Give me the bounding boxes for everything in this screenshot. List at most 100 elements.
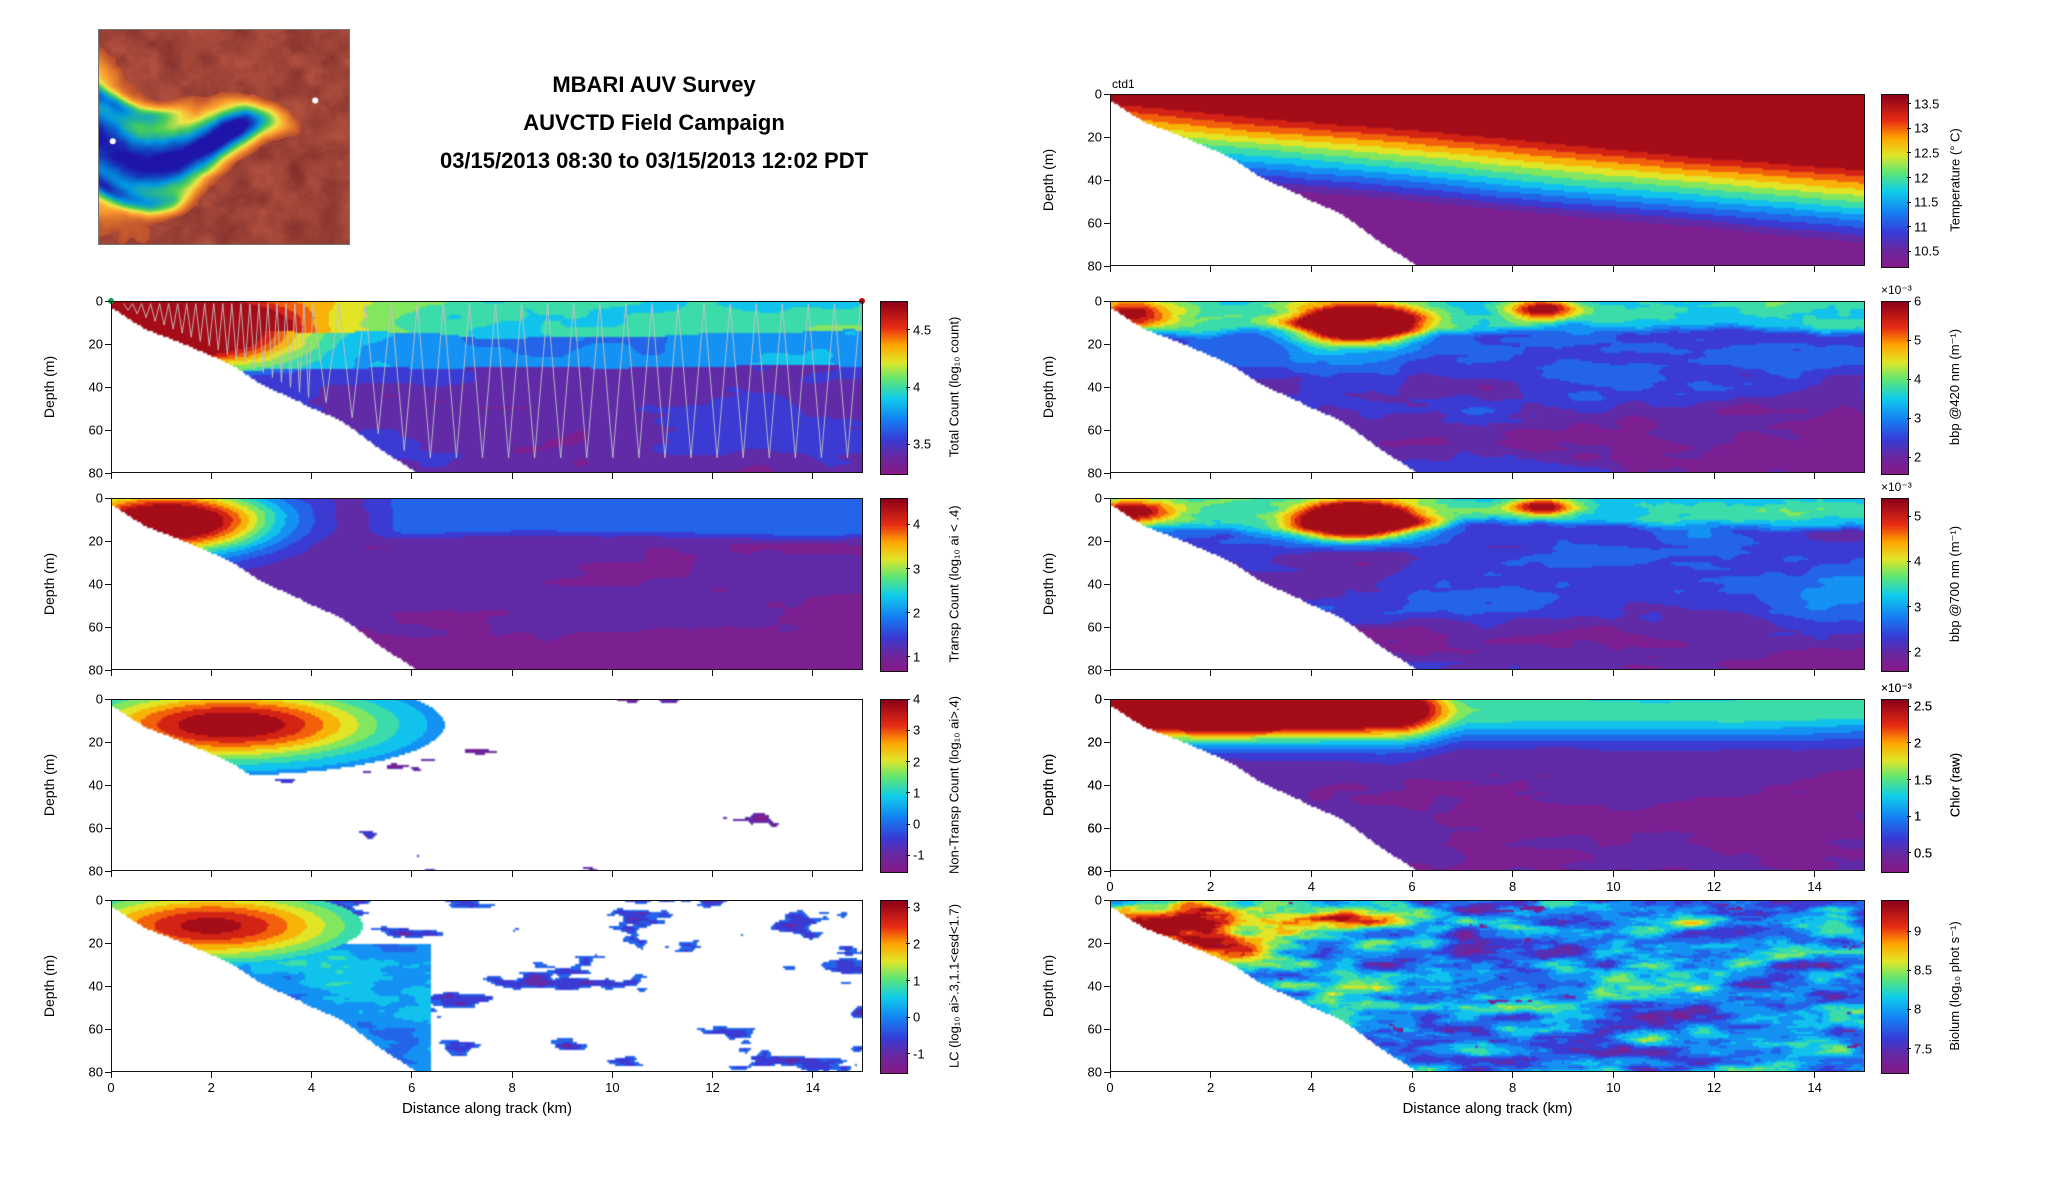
x-tick-mark <box>1512 1072 1514 1078</box>
x-tick-mark <box>712 871 714 877</box>
x-tick-mark <box>1713 473 1715 479</box>
colorbar-tick-mark <box>906 980 910 981</box>
colorbar-tick-mark <box>1907 177 1911 179</box>
y-tick-mark <box>1104 300 1110 302</box>
y-axis-label-text: Depth (m) <box>1040 552 1056 616</box>
colorbar-tick-mark <box>1907 152 1911 154</box>
colorbar-tick-mark <box>1907 560 1911 562</box>
colorbar-tick-label: 1 <box>1914 808 1922 824</box>
x-tick-mark <box>1713 871 1715 877</box>
colorbar-gradient <box>881 901 907 1073</box>
colorbar-tick-mark <box>1907 1048 1911 1050</box>
x-tick-mark <box>411 871 413 877</box>
y-tick-mark <box>1104 497 1110 499</box>
colorbar-tick-mark <box>906 568 910 570</box>
x-tick-mark <box>1713 266 1715 272</box>
x-tick-mark <box>1109 1072 1111 1078</box>
panel-biolum: 0 20 40 60 80 Depth (m) 0 2 4 6 8 10 12 14 Distance al… <box>1040 893 1962 1118</box>
y-tick-label: 20 <box>1087 533 1102 549</box>
colorbar-label-text: Transp Count (log₁₀ ai < .4) <box>946 505 962 663</box>
x-tick-mark <box>611 670 613 676</box>
panel-total-count: 0 20 40 60 80 Depth (m) 4.5 4 3.5 Total Count (lo… <box>41 294 962 481</box>
figure-title: MBARI AUV Survey AUVCTD Field Campaign 0… <box>294 66 1014 180</box>
x-tick-mark <box>210 871 212 877</box>
colorbar-tick-label: 3 <box>913 899 921 915</box>
x-tick-mark <box>311 670 313 676</box>
colorbar-tick-label: 3 <box>913 722 921 738</box>
x-tick-mark <box>511 1072 513 1078</box>
x-tick-mark <box>1814 871 1816 877</box>
colorbar-tick-label: 4 <box>1914 371 1922 387</box>
inset-map <box>98 29 350 245</box>
x-tick-mark <box>1310 670 1312 676</box>
colorbar-tick-mark <box>906 906 910 908</box>
y-tick-label: 20 <box>88 533 103 549</box>
y-tick-label: 60 <box>1087 820 1102 836</box>
y-tick-label: 40 <box>88 379 103 395</box>
colorbar-tick-mark <box>1907 300 1911 302</box>
panel-non-transp-count: 0 20 40 60 80 Depth (m) 4 3 2 1 0 -1 Non-Transp Coun… <box>41 692 962 879</box>
y-tick-mark <box>105 343 111 345</box>
auv-track-overlay <box>111 301 863 473</box>
y-tick-mark <box>105 942 111 944</box>
x-tick-label: 8 <box>508 1080 516 1095</box>
colorbar-label-text: Total Count (log₁₀ count) <box>946 316 962 458</box>
colorbar-tick-label: 3 <box>913 561 921 577</box>
x-tick-label: 4 <box>1307 1080 1315 1095</box>
y-tick-mark <box>105 899 111 901</box>
x-tick-mark <box>110 473 112 479</box>
x-tick-mark <box>1109 871 1111 877</box>
colorbar-label-text: Biolum (log₁₀ phot s⁻¹) <box>1947 921 1962 1051</box>
x-tick-label: 10 <box>1606 879 1621 894</box>
y-tick-label: 0 <box>1094 691 1102 707</box>
chlor-heatmap <box>1110 699 1865 871</box>
y-tick-label: 0 <box>95 691 103 707</box>
y-tick-label: 20 <box>88 935 103 951</box>
x-tick-mark <box>611 871 613 877</box>
colorbar-tick-mark <box>1907 930 1911 932</box>
y-tick-label: 20 <box>88 734 103 750</box>
x-tick-mark <box>210 670 212 676</box>
y-tick-mark <box>105 540 111 542</box>
colorbar-tick-label: 2.5 <box>1914 698 1933 714</box>
x-tick-mark <box>1210 473 1212 479</box>
y-tick-label: 80 <box>88 465 103 481</box>
colorbar-tick-label: 2 <box>1914 644 1922 660</box>
y-tick-label: 0 <box>1094 293 1102 309</box>
colorbar-tick-mark <box>1907 250 1911 252</box>
x-axis-label: Distance along track (km) <box>401 1100 573 1117</box>
colorbar-tick-label: 2 <box>1914 449 1922 465</box>
x-tick-label: 2 <box>1207 879 1215 894</box>
x-tick-mark <box>311 871 313 877</box>
y-tick-mark <box>1104 472 1110 474</box>
x-tick-label: 6 <box>1408 879 1416 894</box>
x-tick-label: 14 <box>1807 1080 1822 1095</box>
colorbar-temperature <box>1881 94 1909 268</box>
bbp420-heatmap <box>1110 301 1865 473</box>
x-tick-label: 12 <box>705 1080 720 1095</box>
colorbar-tick-mark <box>906 656 910 658</box>
title-line-2: AUVCTD Field Campaign <box>523 110 785 135</box>
x-tick-mark <box>712 473 714 479</box>
y-tick-label: 40 <box>1087 777 1102 793</box>
y-tick-mark <box>105 472 111 474</box>
y-tick-mark <box>1104 1071 1110 1073</box>
colorbar-label-text: bbp @700 nm (m⁻¹) <box>1947 525 1962 643</box>
y-tick-label: 60 <box>88 422 103 438</box>
colorbar-tick-mark <box>1907 852 1911 854</box>
y-tick-label: 40 <box>1087 777 1102 793</box>
y-tick-label: 20 <box>1087 129 1102 145</box>
colorbar-lc <box>880 900 908 1074</box>
x-tick-label: 8 <box>1509 1080 1517 1095</box>
panel-annotation: ctd1 <box>1112 77 1135 91</box>
y-axis-label-text: Depth (m) <box>1040 355 1056 419</box>
colorbar-tick-mark <box>1907 742 1911 744</box>
x-tick-label: 0 <box>1106 1080 1114 1095</box>
colorbar-gradient <box>881 302 907 474</box>
y-tick-label: 0 <box>1094 892 1102 908</box>
y-tick-mark <box>105 626 111 628</box>
x-tick-mark <box>1612 266 1614 272</box>
x-tick-mark <box>1512 473 1514 479</box>
colorbar-exponent: ×10⁻³ <box>1881 681 1912 695</box>
